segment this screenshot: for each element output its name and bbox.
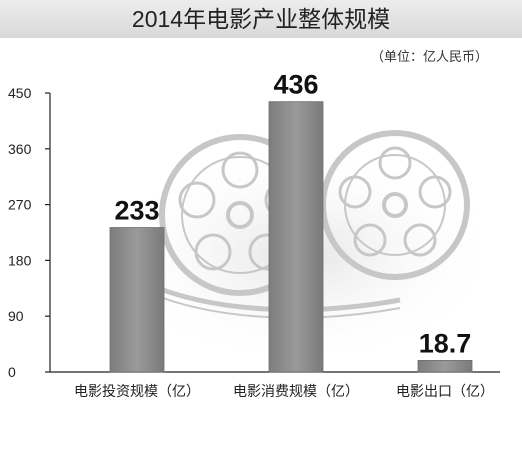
unit-label: （单位：亿人民币）	[370, 50, 488, 65]
bar-value-label: 18.7	[419, 328, 472, 358]
bar-value-label: 233	[114, 196, 159, 226]
category-label: 电影出口（亿）	[396, 384, 494, 400]
y-tick-label: 90	[8, 308, 24, 324]
category-labels: 电影投资规模（亿） 电影消费规模（亿） 电影出口（亿）	[74, 384, 494, 400]
bar	[109, 227, 165, 373]
bar	[417, 360, 473, 373]
y-tick-label: 0	[8, 364, 16, 380]
title-bar: 2014年电影产业整体规模	[0, 0, 522, 38]
chart-title: 2014年电影产业整体规模	[131, 6, 391, 32]
bar	[268, 101, 324, 373]
y-tick-label: 360	[8, 141, 32, 157]
category-label: 电影消费规模（亿）	[233, 384, 359, 400]
category-label: 电影投资规模（亿）	[74, 384, 200, 400]
value-labels: 233 436 18.7	[114, 70, 471, 359]
y-tick-label: 270	[8, 197, 32, 213]
y-ticks: 0 90 180 270 360 450	[8, 85, 50, 380]
bar-value-label: 436	[273, 70, 318, 100]
y-tick-label: 450	[8, 85, 32, 101]
bars	[109, 101, 473, 373]
y-tick-label: 180	[8, 252, 32, 268]
